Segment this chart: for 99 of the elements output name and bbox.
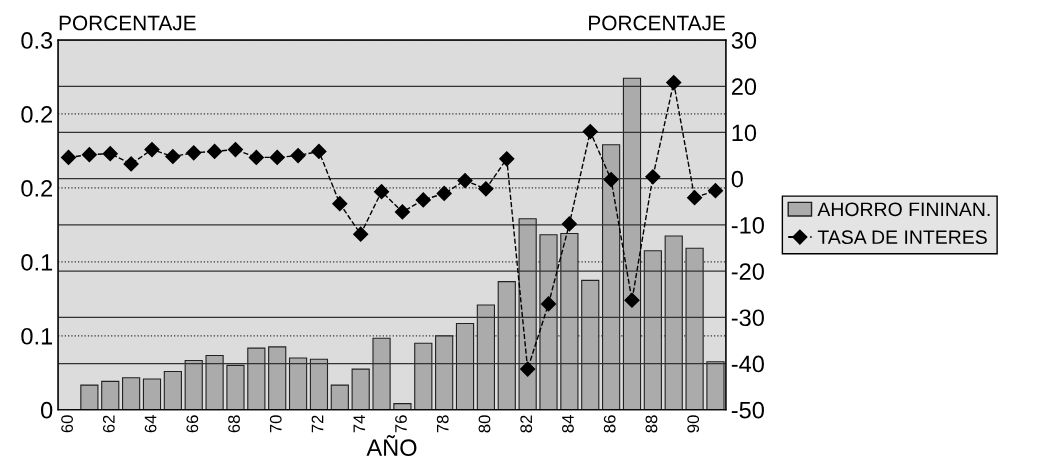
bar bbox=[184, 359, 203, 410]
point bbox=[582, 123, 598, 140]
bar bbox=[122, 377, 141, 410]
point bbox=[207, 143, 223, 159]
point bbox=[186, 145, 202, 161]
x-tick-label: 88 bbox=[645, 415, 658, 433]
point bbox=[60, 149, 77, 165]
bar bbox=[622, 77, 642, 410]
x-tick-label: 64 bbox=[144, 415, 157, 433]
point bbox=[707, 183, 724, 199]
y-tick-label: 0.2 bbox=[21, 180, 53, 197]
bar bbox=[581, 279, 600, 410]
point bbox=[165, 148, 181, 165]
x-tick-label: 78 bbox=[436, 415, 449, 433]
x-tick-label: 72 bbox=[311, 415, 324, 433]
x-tick-label: 82 bbox=[520, 415, 533, 433]
point bbox=[436, 185, 452, 202]
y-tick-label: 0.1 bbox=[21, 253, 53, 271]
bar bbox=[268, 346, 287, 410]
point bbox=[394, 204, 410, 220]
point bbox=[248, 149, 264, 165]
bar bbox=[309, 358, 329, 410]
point bbox=[478, 181, 494, 197]
bar bbox=[539, 234, 558, 410]
y2-tick-label: -30 bbox=[731, 309, 764, 327]
point bbox=[311, 143, 327, 159]
y2-axis-title: PORCENTAJE bbox=[589, 15, 725, 31]
y2-tick-label: -10 bbox=[731, 216, 764, 234]
x-tick-label: 76 bbox=[395, 415, 407, 433]
point bbox=[645, 169, 661, 185]
point bbox=[520, 361, 536, 377]
bar bbox=[101, 380, 120, 410]
bar bbox=[205, 354, 224, 410]
point bbox=[603, 172, 619, 188]
bar bbox=[435, 335, 454, 410]
y2-tick-label: 20 bbox=[731, 78, 757, 96]
point bbox=[227, 141, 244, 158]
bar bbox=[393, 403, 412, 410]
point bbox=[666, 74, 682, 91]
x-tick-label: 62 bbox=[102, 415, 115, 433]
x-tick-label: 66 bbox=[186, 415, 199, 433]
bar bbox=[518, 218, 537, 410]
bar bbox=[476, 304, 496, 410]
bar bbox=[163, 371, 182, 410]
y-tick-label: 0.1 bbox=[21, 327, 53, 345]
bar bbox=[685, 247, 704, 410]
legend-label: TASA DE INTERES bbox=[817, 230, 987, 245]
x-axis-title: AÑO bbox=[366, 435, 417, 457]
bar bbox=[330, 384, 349, 410]
bar bbox=[288, 357, 308, 410]
point bbox=[624, 292, 640, 308]
point bbox=[81, 147, 97, 163]
bar bbox=[664, 235, 683, 410]
x-tick-label: 90 bbox=[687, 415, 700, 433]
y2-tick-label: 0 bbox=[731, 170, 743, 188]
y-tick-label: 0.2 bbox=[21, 106, 53, 123]
point bbox=[540, 296, 557, 312]
point bbox=[353, 226, 369, 242]
y-axis-title: PORCENTAJE bbox=[59, 15, 196, 31]
point bbox=[373, 184, 390, 200]
point bbox=[457, 172, 473, 189]
point bbox=[269, 149, 285, 165]
point bbox=[499, 151, 515, 167]
x-tick-label: 84 bbox=[562, 415, 574, 433]
bar bbox=[455, 322, 475, 410]
x-tick-label: 70 bbox=[269, 415, 282, 433]
legend-label: AHORRO FININAN. bbox=[817, 202, 990, 217]
x-tick-label: 68 bbox=[228, 415, 240, 433]
bar bbox=[414, 342, 433, 410]
point bbox=[687, 190, 703, 206]
x-tick-label: 74 bbox=[353, 415, 365, 433]
point bbox=[123, 156, 139, 172]
bar bbox=[80, 384, 99, 410]
bar bbox=[643, 250, 662, 410]
bar bbox=[497, 281, 516, 410]
bar bbox=[247, 347, 266, 410]
point bbox=[332, 196, 348, 212]
y2-tick-label: 30 bbox=[731, 32, 757, 49]
y-tick-label: 0.3 bbox=[21, 32, 53, 49]
y2-tick-label: -40 bbox=[731, 355, 764, 373]
x-tick-label: 60 bbox=[61, 415, 73, 433]
point bbox=[561, 216, 577, 232]
bar bbox=[706, 361, 725, 410]
y-tick-label: 0 bbox=[41, 401, 53, 419]
x-tick-label: 80 bbox=[478, 415, 491, 433]
x-tick-label: 86 bbox=[603, 415, 616, 433]
bar bbox=[226, 364, 245, 410]
point bbox=[290, 148, 306, 164]
bar bbox=[602, 144, 621, 410]
bar bbox=[560, 232, 579, 410]
bar bbox=[142, 378, 162, 410]
y2-tick-label: -20 bbox=[731, 263, 764, 280]
point bbox=[102, 146, 118, 162]
point bbox=[415, 192, 431, 208]
bar bbox=[351, 368, 370, 410]
point bbox=[144, 141, 160, 158]
y2-tick-label: -50 bbox=[731, 401, 764, 419]
y2-tick-label: 10 bbox=[732, 124, 757, 142]
bar bbox=[372, 337, 391, 410]
